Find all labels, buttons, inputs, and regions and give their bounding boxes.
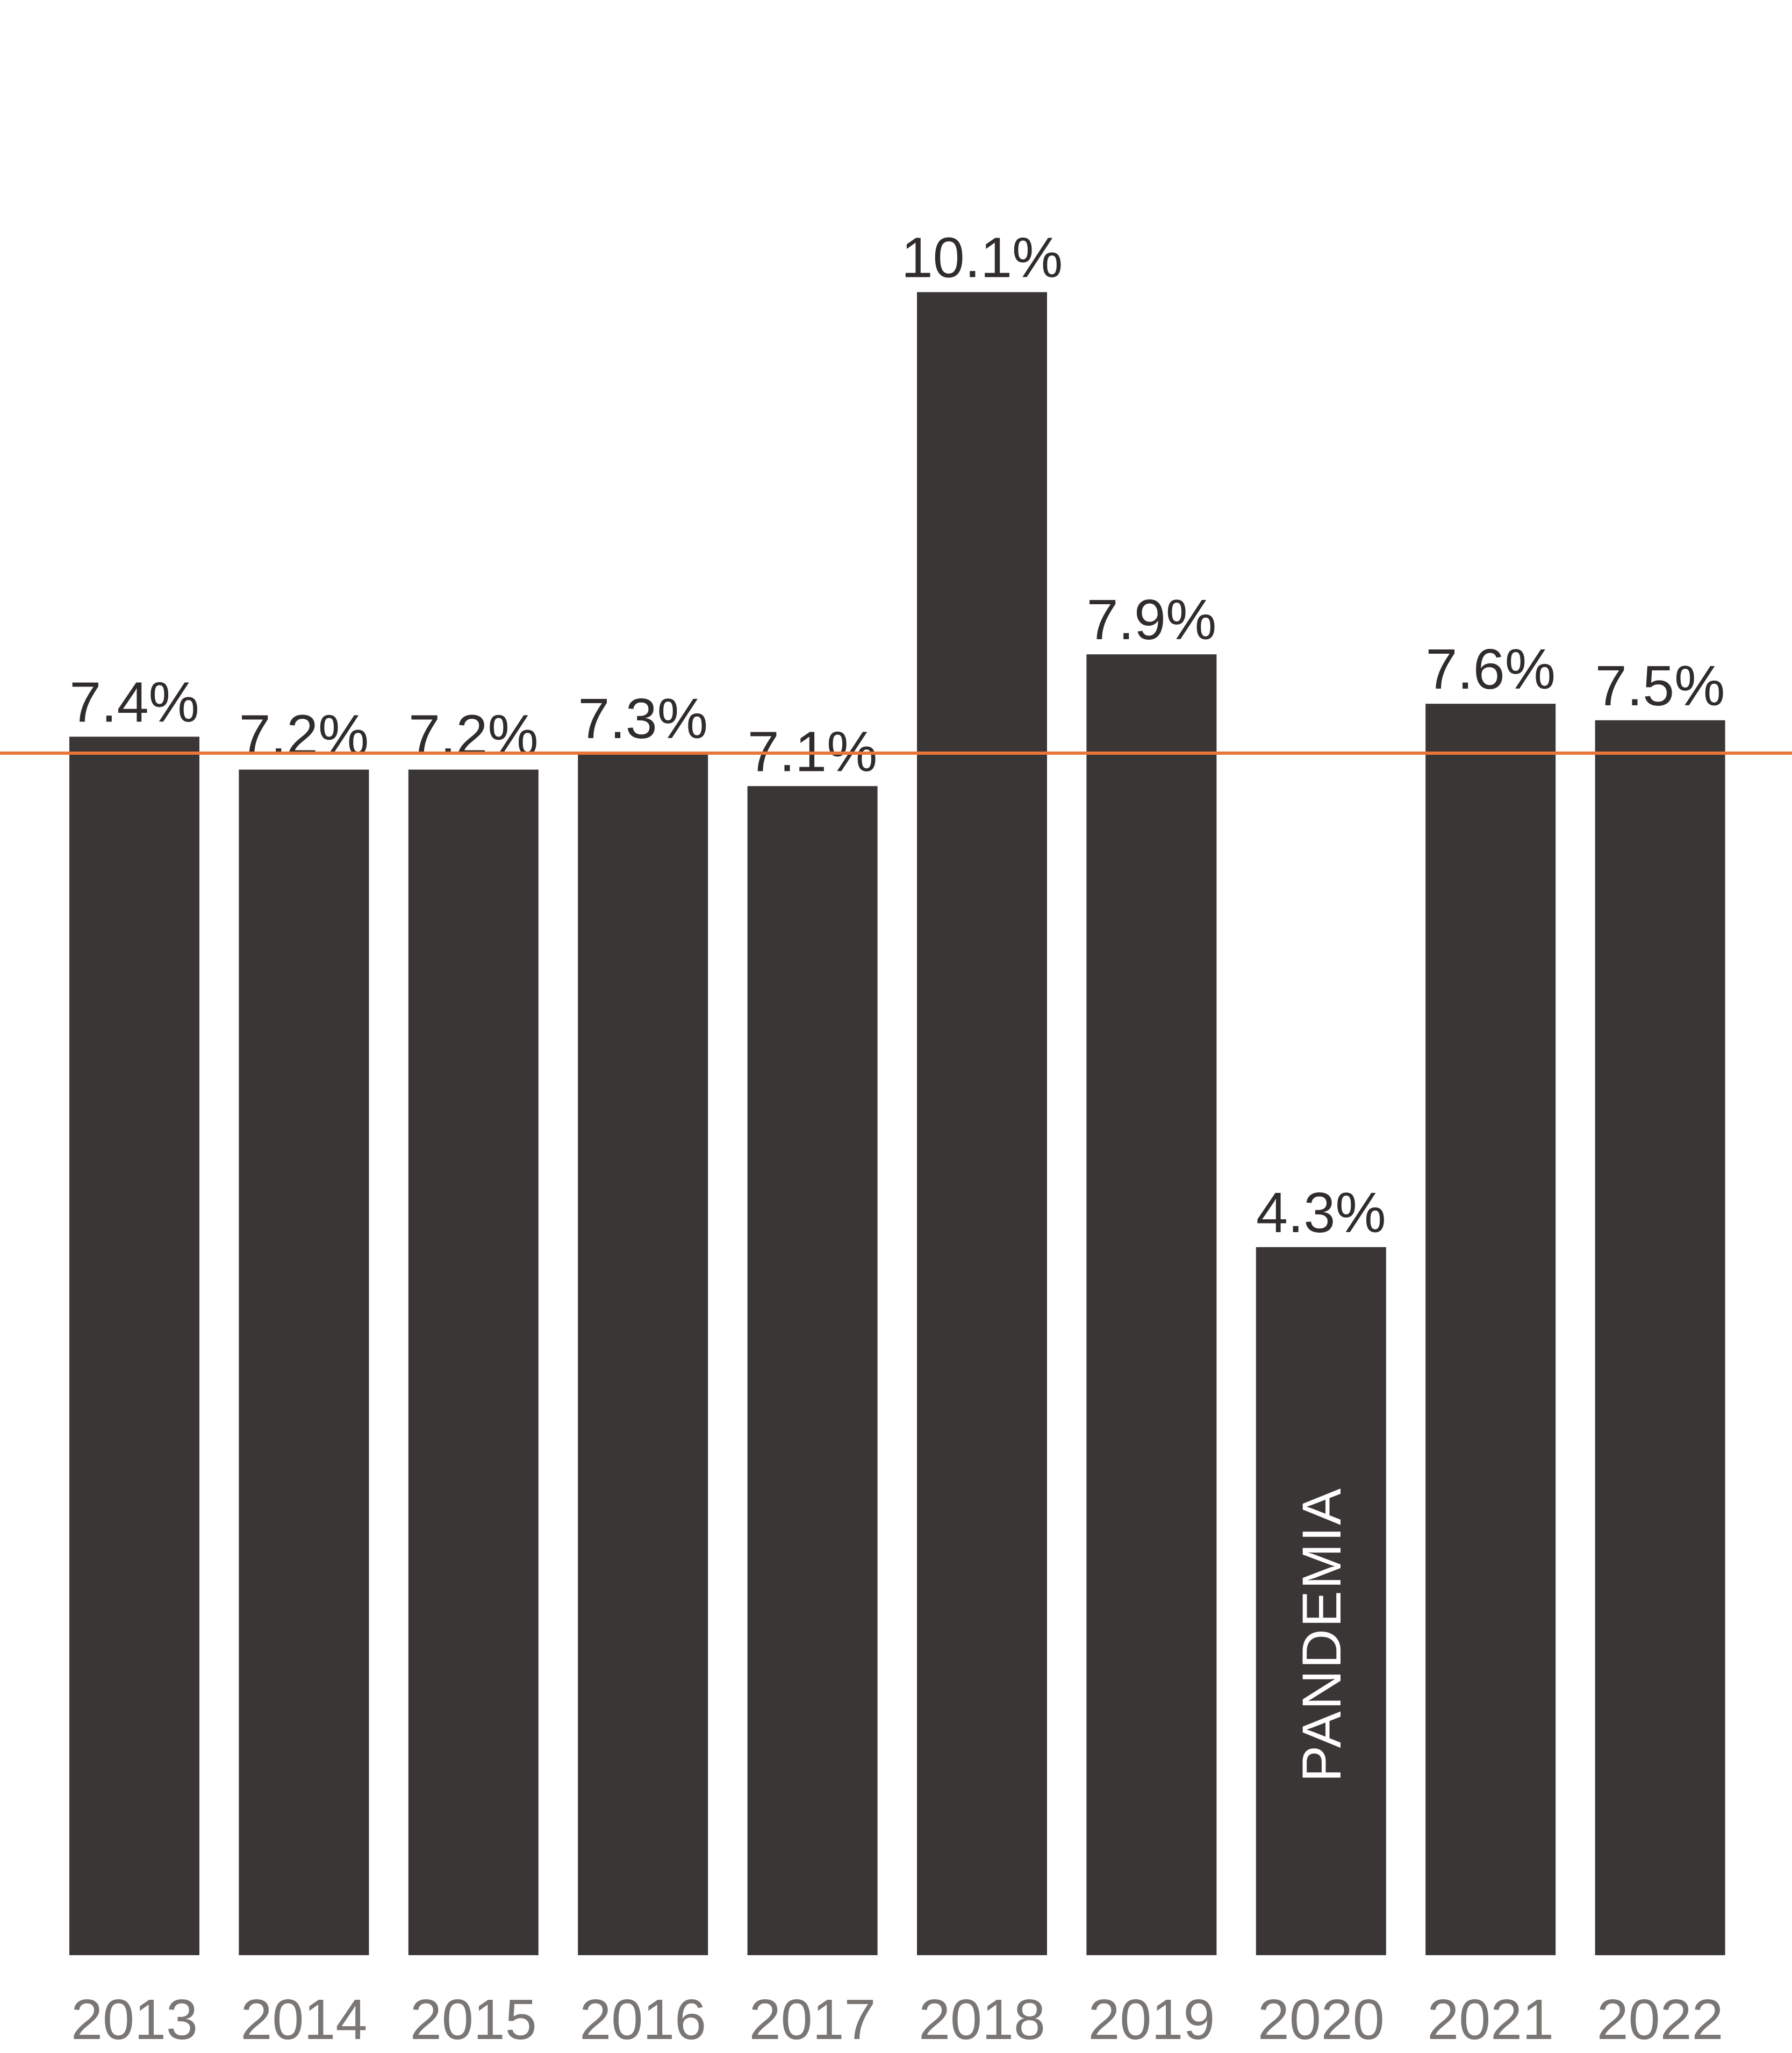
x-tick-label-2019: 2019 <box>1088 1988 1215 2051</box>
bar-2013 <box>69 736 199 1956</box>
x-tick-label-2021: 2021 <box>1427 1988 1554 2051</box>
bar-2022 <box>1595 720 1725 1956</box>
x-tick-label-2016: 2016 <box>579 1988 706 2051</box>
x-axis-tick-labels: 2013 2014 2015 2016 2017 2018 2019 2020 2021 2022 <box>71 1988 1723 2051</box>
x-tick-label-2013: 2013 <box>71 1988 198 2051</box>
value-label-2019: 7.9% <box>1087 588 1217 652</box>
bar-2020 <box>1256 1247 1386 1955</box>
bars-group <box>69 292 1725 1956</box>
value-label-2015: 7.2% <box>408 704 539 767</box>
value-label-2021: 7.6% <box>1425 638 1556 701</box>
bar-2016 <box>578 753 708 1955</box>
x-tick-label-2022: 2022 <box>1597 1988 1724 2051</box>
x-tick-label-2017: 2017 <box>749 1988 876 2051</box>
bar-2014 <box>239 769 369 1955</box>
value-label-2018: 10.1% <box>901 226 1063 289</box>
x-tick-label-2018: 2018 <box>919 1988 1045 2051</box>
bar-2015 <box>408 769 539 1955</box>
x-tick-label-2020: 2020 <box>1258 1988 1385 2051</box>
bar-2018 <box>917 292 1047 1956</box>
bar-2019 <box>1086 654 1217 1955</box>
value-label-2013: 7.4% <box>69 670 199 734</box>
value-label-2014: 7.2% <box>239 704 369 767</box>
value-label-2020: 4.3% <box>1256 1181 1386 1244</box>
value-label-2022: 7.5% <box>1595 654 1725 718</box>
value-label-2016: 7.3% <box>578 687 708 750</box>
annotations-group: PANDEMIA <box>1291 1487 1352 1782</box>
x-tick-label-2015: 2015 <box>410 1988 537 2051</box>
x-tick-label-2014: 2014 <box>240 1988 367 2051</box>
annotation-pandemia: PANDEMIA <box>1291 1487 1352 1782</box>
bar-2017 <box>747 786 878 1955</box>
bar-2021 <box>1425 704 1556 1955</box>
